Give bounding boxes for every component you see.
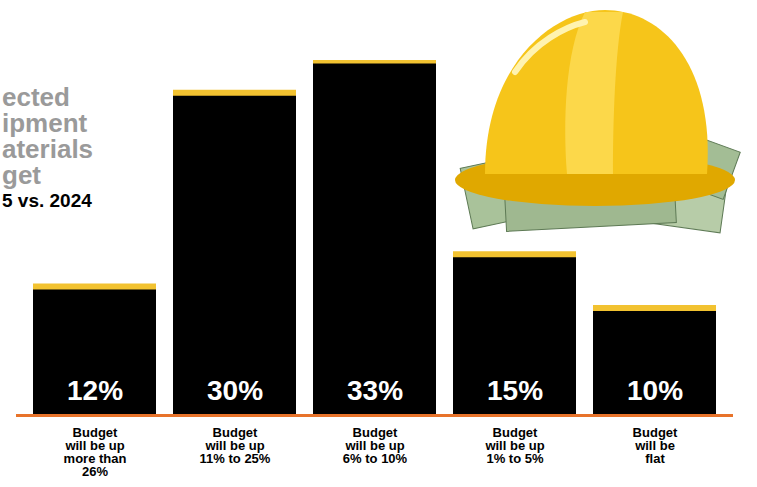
html-text:ected ipment aterials get: ected ipment aterials get bbox=[2, 82, 94, 190]
svg-text:15%: 15% bbox=[487, 375, 543, 406]
svg-text:10%: 10% bbox=[627, 375, 683, 406]
svg-text:Budgetwill beflat: Budgetwill beflat bbox=[633, 425, 678, 466]
svg-text:Budgetwill be up11% to 25%: Budgetwill be up11% to 25% bbox=[200, 425, 271, 466]
svg-text:33%: 33% bbox=[347, 375, 403, 406]
svg-text:Budgetwill be up1% to 5%: Budgetwill be up1% to 5% bbox=[484, 425, 544, 466]
svg-text:30%: 30% bbox=[207, 375, 263, 406]
html-text:5 vs. 2024: 5 vs. 2024 bbox=[2, 190, 92, 211]
svg-text:Budgetwill be upmore than26%: Budgetwill be upmore than26% bbox=[64, 425, 127, 479]
svg-text:Budgetwill be up6% to 10%: Budgetwill be up6% to 10% bbox=[343, 425, 408, 466]
svg-text:12%: 12% bbox=[67, 375, 123, 406]
